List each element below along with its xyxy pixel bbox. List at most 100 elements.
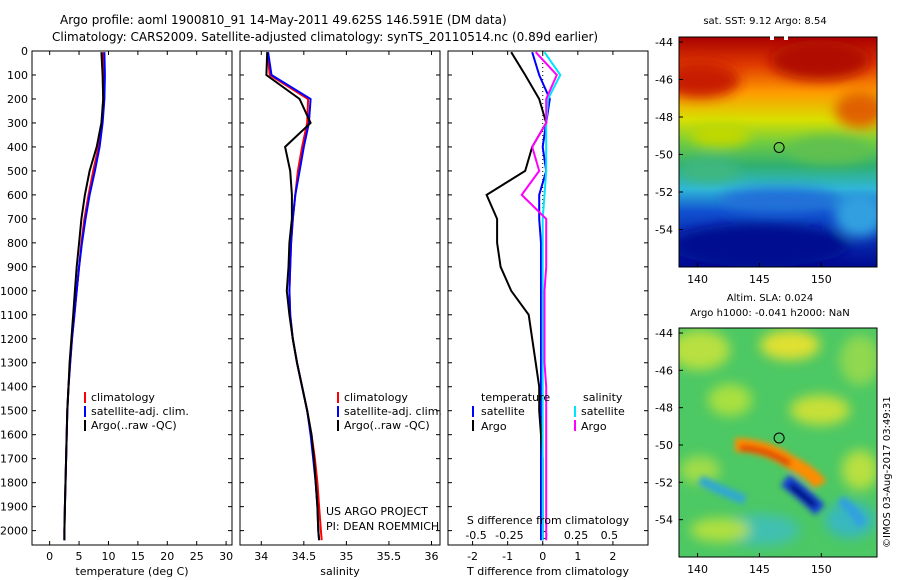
salinity-legend: climatology satellite-adj. clim. Argo(..…	[337, 391, 442, 432]
lon-tick-label: 150	[811, 563, 832, 576]
x-tick-label: 20	[160, 550, 174, 563]
legend-swatch-climatology	[337, 392, 339, 403]
series-line-temperature-satellite	[531, 51, 551, 541]
depth-tick-label: 1800	[0, 477, 28, 490]
difference-panel-frame	[447, 50, 649, 546]
depth-tick-label: 400	[7, 141, 28, 154]
lat-tick-label: -52	[655, 186, 673, 199]
x-tick-label: 34	[254, 550, 268, 563]
lat-tick-label: -48	[655, 402, 673, 415]
x-tick-label: -1	[502, 550, 513, 563]
figure-title-line1: Argo profile: aoml 1900810_91 14-May-201…	[60, 13, 507, 27]
project-annotation: US ARGO PROJECT	[326, 505, 428, 518]
lon-tick-label: 150	[811, 273, 832, 286]
series-line-salinity-satellite	[541, 51, 562, 541]
depth-tick-label: 2000	[0, 525, 28, 538]
s-difference-axis-label: S difference from climatology	[467, 514, 630, 527]
sst-map: sat. SST: 9.12 Argo: 8.54 -44 -46 -48 -50 -5…	[655, 16, 878, 286]
sla-map: Altim. SLA: 0.024 Argo h1000: -0.041 h20…	[655, 293, 878, 576]
lat-tick-label: -44	[655, 327, 673, 340]
depth-tick-label: 100	[7, 69, 28, 82]
series-line-argo-raw-qc-	[63, 52, 105, 541]
legend-title-temperature: temperature	[481, 391, 550, 404]
series-line-climatology	[63, 52, 105, 541]
x-tick-label: 30	[219, 550, 233, 563]
series-line-satellite-adj-clim-	[267, 52, 321, 541]
legend-label-sal-argo: Argo	[581, 420, 607, 433]
salinity-axis-label: salinity	[320, 565, 360, 578]
legend-swatch-satellite-adj	[84, 406, 86, 417]
depth-tick-label: 800	[7, 237, 28, 250]
sst-map-frame	[678, 36, 878, 268]
depth-tick-label: 1700	[0, 453, 28, 466]
lat-tick-label: -54	[655, 224, 673, 237]
x-tick-label: 2	[609, 550, 616, 563]
series-line-temperature-argo	[485, 51, 548, 541]
temperature-legend: climatology satellite-adj. clim. Argo(..…	[84, 391, 189, 432]
x-tick-label: 36	[424, 550, 438, 563]
temperature-panel-frame	[31, 50, 233, 546]
t-difference-axis-label: T difference from climatology	[466, 565, 629, 578]
difference-plot: -2 -1 0 1 2 -0.5 -0.25 0 0.25 0.5	[465, 51, 618, 563]
x-tick-label: 5	[76, 550, 83, 563]
s-tick-label: 0	[541, 529, 548, 542]
s-tick-label: 0.5	[601, 529, 619, 542]
sla-heatmap	[679, 328, 877, 557]
sla-map-title: Altim. SLA: 0.024	[727, 293, 813, 304]
legend-swatch-temp-argo	[472, 420, 474, 431]
argo-position-marker	[773, 432, 785, 444]
figure-title-line2: Climatology: CARS2009. Satellite-adjuste…	[52, 30, 598, 44]
legend-swatch-argo	[84, 420, 86, 431]
sst-map-title: sat. SST: 9.12 Argo: 8.54	[703, 16, 826, 27]
pi-annotation: PI: DEAN ROEMMICH	[326, 520, 439, 533]
depth-tick-label: 700	[7, 213, 28, 226]
lon-tick-label: 140	[687, 563, 708, 576]
lat-tick-label: -50	[655, 439, 673, 452]
x-tick-label: 0	[46, 550, 53, 563]
depth-axis: 0 100 200 300 400 500 600 700 800 900 1000 1100 1200…	[0, 45, 648, 538]
legend-label-temp-argo: Argo	[481, 420, 507, 433]
depth-tick-label: 1900	[0, 501, 28, 514]
legend-label-argo: Argo(..raw -QC)	[91, 419, 177, 432]
x-tick-label: 34.5	[292, 550, 317, 563]
s-tick-label: -0.25	[495, 529, 523, 542]
argo-position-marker	[773, 141, 785, 153]
legend-swatch-temp-satellite	[472, 406, 474, 417]
sla-map-subtitle: Argo h1000: -0.041 h2000: NaN	[690, 308, 850, 319]
depth-tick-label: 1500	[0, 405, 28, 418]
s-tick-label: 0.25	[564, 529, 589, 542]
x-tick-label: 35	[339, 550, 353, 563]
series-line-argo-raw-qc-	[265, 52, 321, 541]
x-tick-label: 25	[190, 550, 204, 563]
lon-tick-label: 140	[687, 273, 708, 286]
lat-tick-label: -54	[655, 514, 673, 527]
depth-tick-label: 500	[7, 165, 28, 178]
salinity-panel-frame	[239, 50, 441, 546]
temperature-plot: 0 5 10 15 20 25 30	[46, 51, 233, 563]
lon-tick-label: 145	[749, 563, 770, 576]
depth-tick-label: 1400	[0, 381, 28, 394]
depth-tick-label: 1600	[0, 429, 28, 442]
depth-tick-label: 200	[7, 93, 28, 106]
depth-tick-label: 1300	[0, 357, 28, 370]
lon-tick-label: 145	[749, 273, 770, 286]
sst-map-axes: -44 -46 -48 -50 -52 -54 140 145 150	[655, 36, 832, 286]
legend-title-salinity: salinity	[583, 391, 623, 404]
legend-label-sal-satellite: satellite	[581, 405, 625, 418]
legend-swatch-satellite-adj	[337, 406, 339, 417]
legend-swatch-argo	[337, 420, 339, 431]
difference-legend: temperature salinity satellite Argo sate…	[472, 391, 625, 433]
lat-tick-label: -46	[655, 364, 673, 377]
x-tick-label: 35.5	[377, 550, 402, 563]
lat-tick-label: -52	[655, 476, 673, 489]
legend-label-argo: Argo(..raw -QC)	[344, 419, 430, 432]
series-line-salinity-argo	[520, 51, 558, 541]
legend-swatch-sal-satellite	[574, 406, 576, 417]
legend-label-climatology: climatology	[91, 391, 155, 404]
depth-tick-label: 300	[7, 117, 28, 130]
depth-tick-label: 900	[7, 261, 28, 274]
legend-label-temp-satellite: satellite	[481, 405, 525, 418]
lat-tick-label: -48	[655, 111, 673, 124]
sla-map-frame	[678, 327, 878, 558]
x-tick-label: 1	[574, 550, 581, 563]
